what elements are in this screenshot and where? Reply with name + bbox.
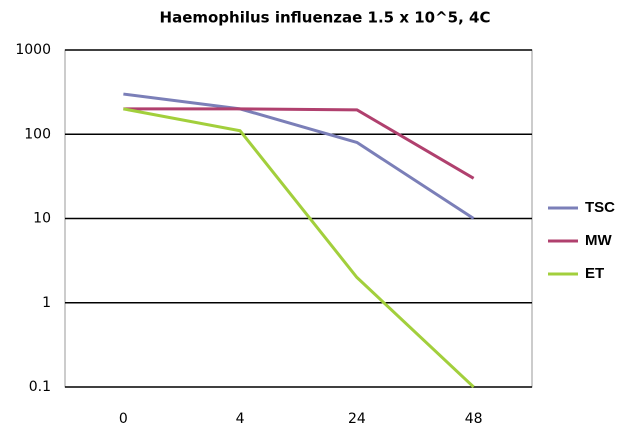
x-tick-label: 4 <box>236 411 245 427</box>
data-line <box>123 92 475 220</box>
chart-title: Haemophilus influenzae 1.5 x 10^5, 4C <box>160 9 491 27</box>
x-tick-label: 24 <box>348 411 366 427</box>
y-tick-label: 10 <box>33 211 51 227</box>
y-tick-label: 1000 <box>15 42 51 58</box>
data-line <box>123 107 475 180</box>
legend-label: TSC <box>585 199 615 216</box>
legend-label: MW <box>585 232 612 249</box>
y-tick-label: 0.1 <box>29 379 51 395</box>
legend-label: ET <box>585 265 604 282</box>
x-tick-label: 48 <box>465 411 483 427</box>
x-tick-label: 0 <box>119 411 128 427</box>
y-tick-label: 100 <box>24 126 51 142</box>
data-line <box>123 107 475 389</box>
y-tick-label: 1 <box>42 295 51 311</box>
